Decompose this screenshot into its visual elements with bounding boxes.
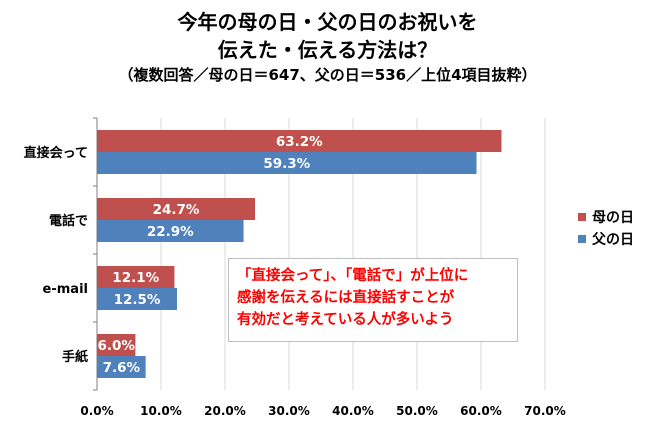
data-label-mother-3: 6.0% [97,338,135,354]
bar-father-2 [97,288,177,310]
x-tick-label-5: 50.0% [396,404,438,418]
bar-father-1 [97,220,244,242]
data-label-mother-2: 12.1% [112,270,159,286]
bar-mother-1 [97,198,256,220]
annotation-callout: 「直接会って」、「電話で」が上位に 感謝を伝えるには直接話すことが 有効だと考え… [228,258,518,342]
data-label-father-1: 22.9% [147,224,194,240]
chart-title-line2: 伝えた・伝える方法は？ [217,38,438,62]
legend-label-father: 父の日 [592,232,634,248]
x-tick-label-3: 30.0% [268,404,310,418]
bar-mother-2 [97,266,175,288]
chart-subtitle: （複数回答／母の日＝647、父の日＝536／上位4項目抜粋） [118,66,537,84]
legend-label-mother: 母の日 [592,210,634,226]
x-tick-label-1: 10.0% [140,404,182,418]
bar-mother-0 [97,130,502,152]
legend-item-father: 父の日 [578,228,634,250]
x-tick-label-4: 40.0% [332,404,374,418]
x-tick-label-7: 70.0% [524,404,566,418]
legend-swatch-father [578,235,586,243]
x-tick-label-0: 0.0% [80,404,113,418]
bar-father-0 [97,152,477,174]
legend-swatch-mother [578,213,586,221]
callout-line-1: 「直接会って」、「電話で」が上位に [237,268,469,284]
y-category-label-1: 電話で [49,213,88,229]
y-category-label-2: e-mail [43,282,88,297]
data-label-father-0: 59.3% [263,156,310,172]
legend: 母の日 父の日 [578,206,634,250]
data-label-mother-0: 63.2% [276,134,323,150]
bar-mother-3 [97,334,136,356]
y-category-label-0: 直接会って [24,145,88,161]
x-tick-label-6: 60.0% [460,404,502,418]
x-tick-label-2: 20.0% [204,404,246,418]
legend-item-mother: 母の日 [578,206,634,228]
y-category-label-3: 手紙 [62,349,88,365]
callout-line-2: 感謝を伝えるには直接話すことが [237,290,455,306]
data-label-father-2: 12.5% [114,292,161,308]
chart-title-line1: 今年の母の日・父の日のお祝いを [177,10,478,34]
bar-father-3 [97,356,146,378]
data-label-mother-1: 24.7% [153,202,200,218]
data-label-father-3: 7.6% [103,360,141,376]
callout-line-3: 有効だと考えている人が多いよう [237,312,454,328]
